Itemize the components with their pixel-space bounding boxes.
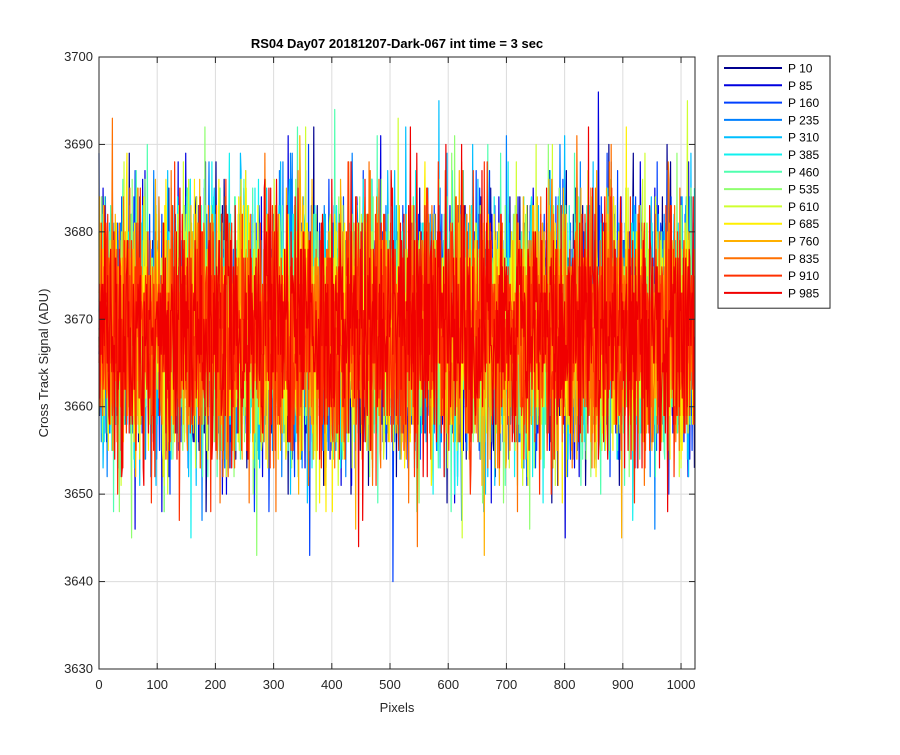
x-tick-label: 800	[554, 677, 576, 692]
y-tick-label: 3700	[64, 49, 93, 64]
plot-series	[98, 91, 696, 583]
y-tick-label: 3630	[64, 661, 93, 676]
legend-label: P 10	[788, 62, 813, 76]
legend-label: P 910	[788, 269, 819, 283]
legend-label: P 235	[788, 113, 819, 127]
x-tick-label: 200	[205, 677, 227, 692]
y-tick-label: 3690	[64, 136, 93, 151]
x-axis-label: Pixels	[380, 700, 415, 715]
series-line	[98, 126, 696, 548]
x-tick-label: 400	[321, 677, 343, 692]
legend-label: P 385	[788, 148, 819, 162]
axes-box	[98, 56, 696, 670]
legend-label: P 685	[788, 217, 819, 231]
legend-label: P 760	[788, 235, 819, 249]
x-tick-label: 700	[496, 677, 518, 692]
legend-label: P 610	[788, 200, 819, 214]
x-tick-label: 100	[146, 677, 168, 692]
legend-label: P 985	[788, 286, 819, 300]
y-axis-label: Cross Track Signal (ADU)	[36, 289, 51, 438]
legend-label: P 460	[788, 165, 819, 179]
legend-label: P 535	[788, 183, 819, 197]
legend-label: P 85	[788, 79, 813, 93]
x-tick-label: 300	[263, 677, 285, 692]
x-tick-label: 1000	[667, 677, 696, 692]
legend-label: P 160	[788, 96, 819, 110]
chart-title: RS04 Day07 20181207-Dark-067 int time = …	[251, 36, 543, 51]
legend-label: P 835	[788, 252, 819, 266]
y-tick-label: 3680	[64, 224, 93, 239]
x-tick-label: 0	[95, 677, 102, 692]
x-tick-label: 900	[612, 677, 634, 692]
legend: P 10 P 85 P 160 P 235 P 310 P 385 P 460 P 535 P …	[717, 55, 831, 309]
y-tick-label: 3660	[64, 399, 93, 414]
x-tick-label: 600	[437, 677, 459, 692]
x-tick-label: 500	[379, 677, 401, 692]
axis-ticks: 0 100 200 300 400 500 600 700 800 900 1000 3630 3640…	[64, 49, 695, 692]
y-tick-label: 3640	[64, 574, 93, 589]
legend-label: P 310	[788, 131, 819, 145]
legend-box	[717, 55, 831, 309]
y-tick-label: 3670	[64, 311, 93, 326]
y-tick-label: 3650	[64, 486, 93, 501]
